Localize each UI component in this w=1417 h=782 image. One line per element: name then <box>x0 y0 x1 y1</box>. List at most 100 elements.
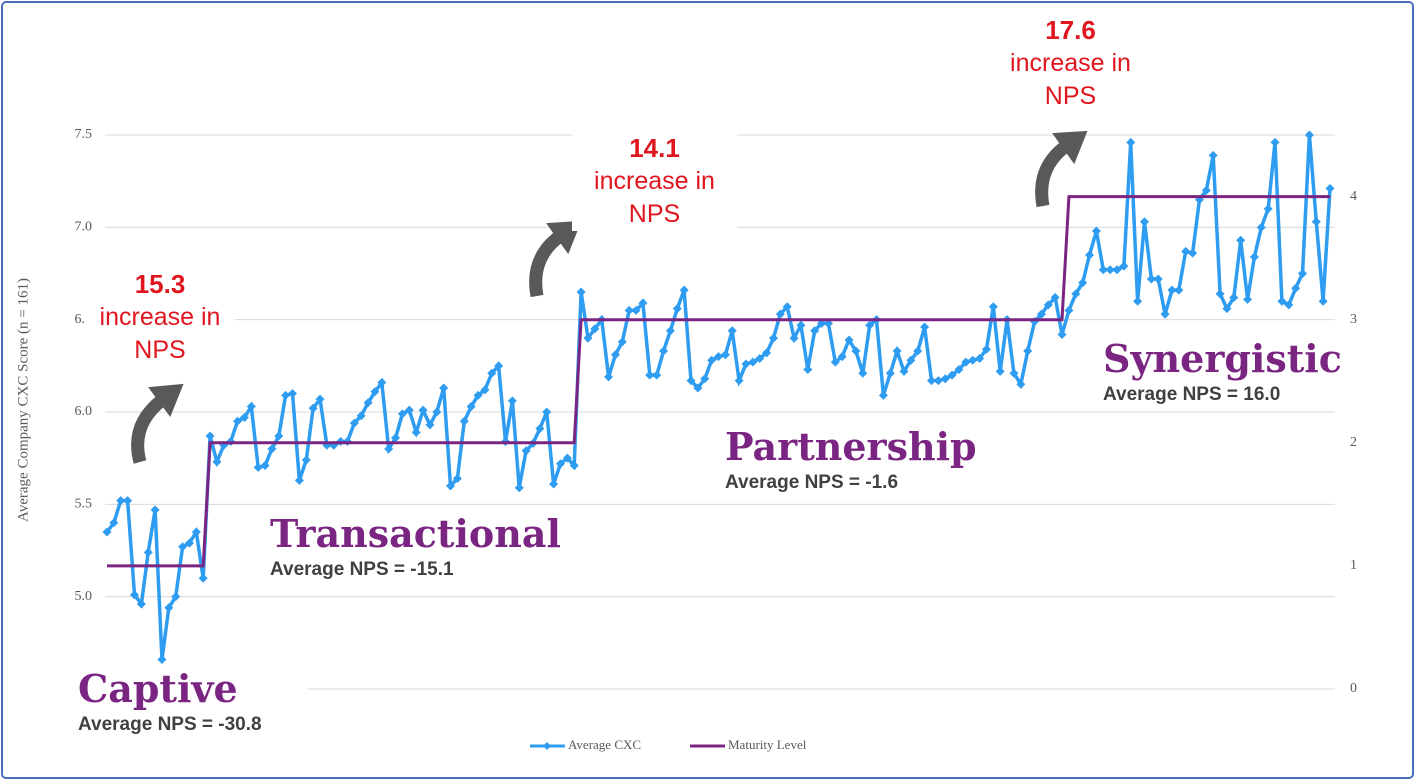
point-marker <box>1112 265 1122 275</box>
point-marker <box>521 446 531 456</box>
point-marker <box>762 348 772 358</box>
point-marker <box>487 368 497 378</box>
y2-tick-label: 3 <box>1350 312 1357 327</box>
point-marker <box>1064 305 1074 315</box>
point-marker <box>775 309 785 319</box>
point-marker <box>356 411 366 421</box>
point-marker <box>926 376 936 386</box>
point-marker <box>267 444 277 454</box>
point-marker <box>1311 217 1321 227</box>
point-marker <box>1188 248 1198 258</box>
point-marker <box>858 368 868 378</box>
point-marker <box>748 357 758 367</box>
point-marker <box>198 573 208 583</box>
increase-annotation: 14.1 increase in NPS <box>572 132 737 231</box>
arrow-head <box>148 383 184 418</box>
point-marker <box>714 352 723 362</box>
stage-name: Transactional <box>270 511 561 556</box>
legend-marker <box>543 742 551 750</box>
point-marker <box>315 394 325 404</box>
point-marker <box>178 542 188 552</box>
point-marker <box>288 389 298 399</box>
point-marker <box>466 401 476 411</box>
point-marker <box>363 398 373 408</box>
point-marker <box>693 383 703 393</box>
arrows <box>131 130 1088 464</box>
point-marker <box>1126 137 1136 147</box>
point-marker <box>1236 235 1246 245</box>
increase-annotation: 17.6 increase in NPS <box>988 14 1153 113</box>
point-marker <box>425 420 435 430</box>
point-marker <box>665 326 675 336</box>
point-marker <box>947 370 957 380</box>
point-marker <box>590 324 600 334</box>
point-marker <box>535 424 545 434</box>
arrow <box>131 394 167 464</box>
point-marker <box>851 346 861 356</box>
point-marker <box>1229 293 1239 303</box>
y-tick-label: 6.0 <box>75 404 93 419</box>
point-marker <box>604 372 614 382</box>
point-marker <box>734 376 744 386</box>
point-marker <box>1098 265 1108 275</box>
point-marker <box>913 346 923 356</box>
point-marker <box>975 353 985 363</box>
point-marker <box>1139 217 1149 227</box>
point-marker <box>116 496 126 506</box>
point-marker <box>727 326 737 336</box>
point-marker <box>281 390 291 400</box>
point-marker <box>610 350 620 360</box>
point-marker <box>1036 309 1046 319</box>
point-marker <box>143 547 153 557</box>
arrow <box>529 230 565 298</box>
point-marker <box>638 298 648 308</box>
point-marker <box>1284 300 1294 310</box>
point-marker <box>961 357 971 367</box>
point-marker <box>617 337 627 347</box>
stage-nps: Average NPS = -30.8 <box>78 714 262 735</box>
point-marker <box>1277 296 1287 306</box>
point-marker <box>439 383 449 393</box>
stage: Transactional Average NPS = -15.1 <box>262 511 569 583</box>
point-marker <box>645 370 655 380</box>
increase-text: increase in NPS <box>99 303 221 364</box>
point-marker <box>652 370 662 380</box>
point-marker <box>1249 252 1259 262</box>
point-marker <box>1208 150 1218 160</box>
point-marker <box>1263 204 1273 214</box>
stage-name: Captive <box>78 666 238 711</box>
point-marker <box>1091 226 1101 236</box>
point-marker <box>1243 294 1253 304</box>
point-marker <box>878 390 888 400</box>
point-marker <box>308 403 318 413</box>
point-marker <box>741 359 751 369</box>
point-marker <box>659 346 669 356</box>
point-marker <box>583 333 593 343</box>
point-marker <box>940 374 950 384</box>
point-marker <box>995 366 1005 376</box>
point-marker <box>1105 265 1115 275</box>
point-marker <box>1298 269 1308 278</box>
point-marker <box>1153 274 1163 284</box>
point-marker <box>768 333 778 343</box>
point-marker <box>549 479 559 489</box>
y2-tick-label: 2 <box>1350 435 1357 450</box>
point-marker <box>920 322 930 332</box>
point-marker <box>1057 329 1067 339</box>
stage: Captive Average NPS = -30.8 <box>70 666 308 738</box>
point-marker <box>1119 261 1129 271</box>
y2-tick-label: 1 <box>1350 558 1357 573</box>
stage-name: Partnership <box>725 424 977 469</box>
point-marker <box>473 390 483 400</box>
point-marker <box>480 385 490 395</box>
arrow-head <box>1052 130 1088 165</box>
point-marker <box>837 352 847 362</box>
y2-tick-label: 0 <box>1350 681 1357 696</box>
point-marker <box>205 431 215 441</box>
stage-nps: Average NPS = -15.1 <box>270 559 454 580</box>
point-marker <box>1325 184 1335 194</box>
point-marker <box>624 305 634 315</box>
point-marker <box>514 483 524 493</box>
